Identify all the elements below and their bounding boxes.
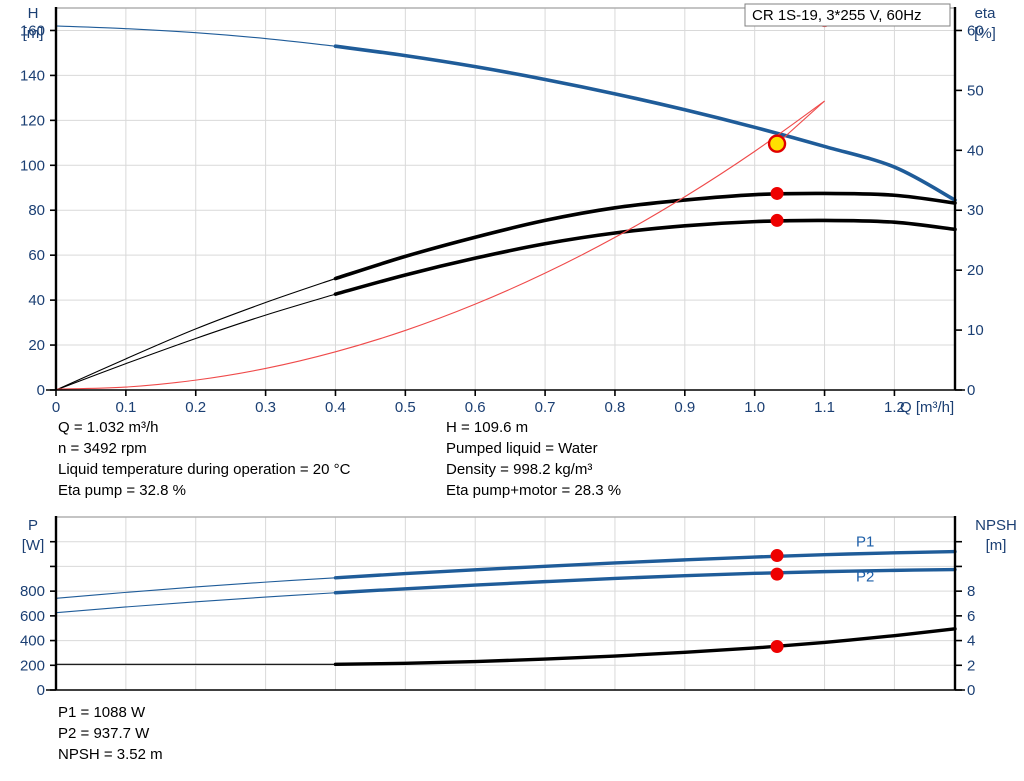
upper-left-tick-label: 140 bbox=[20, 67, 45, 84]
marker-duty-point[interactable] bbox=[767, 134, 787, 153]
upper-y-right-axis-label: eta bbox=[975, 5, 997, 22]
upper-x-tick-label: 1.0 bbox=[744, 399, 765, 416]
upper-x-tick-label: 0.4 bbox=[325, 399, 346, 416]
operating-data-right-line: Eta pump+motor = 28.3 % bbox=[446, 482, 621, 499]
operating-data-left-line: Q = 1.032 m³/h bbox=[58, 419, 158, 436]
lower-right-tick-label: 6 bbox=[967, 608, 975, 625]
curve-head-h- bbox=[333, 44, 957, 202]
lower-series-labels[interactable]: P1 P2 bbox=[856, 534, 874, 586]
lower-right-tick-label: 8 bbox=[967, 583, 975, 600]
title-box-label: CR 1S-19, 3*255 V, 60Hz bbox=[752, 7, 922, 24]
upper-x-tick-label: 0.9 bbox=[674, 399, 695, 416]
upper-x-tick-label: 1.2 bbox=[884, 399, 905, 416]
upper-y-left-axis-label: H bbox=[28, 5, 39, 22]
curve-p1-thin bbox=[55, 577, 336, 599]
operating-data-right-line: H = 109.6 m bbox=[446, 419, 528, 436]
marker-p2-point[interactable] bbox=[770, 567, 784, 581]
curve-p2-thin bbox=[55, 592, 336, 614]
upper-right-tick-label: 20 bbox=[967, 262, 984, 279]
series-label-p2: P2 bbox=[856, 568, 874, 585]
lower-right-tick-label: 2 bbox=[967, 657, 975, 674]
upper-left-tick-label: 40 bbox=[28, 292, 45, 309]
upper-right-tick-label: 50 bbox=[967, 82, 984, 99]
power-data-line: P2 = 937.7 W bbox=[58, 725, 150, 742]
operating-data-right-line: Density = 998.2 kg/m³ bbox=[446, 461, 592, 478]
title-box[interactable]: CR 1S-19, 3*255 V, 60Hz bbox=[744, 3, 951, 27]
lower-left-tick-label: 400 bbox=[20, 633, 45, 650]
upper-x-tick-label: 0.5 bbox=[395, 399, 416, 416]
upper-axes[interactable]: 0 20 40 60 80 100 120 140 160 0 10 20 30 40 50 60 0 0.1 0.… bbox=[20, 5, 996, 416]
lower-left-tick-label: 0 bbox=[37, 682, 45, 699]
power-data-block[interactable]: P1 = 1088 W P2 = 937.7 W NPSH = 3.52 m bbox=[58, 704, 163, 763]
lower-left-tick-label: 600 bbox=[20, 608, 45, 625]
upper-left-tick-label: 160 bbox=[20, 22, 45, 39]
curve-p1 bbox=[333, 549, 957, 580]
operating-data-left-line: Eta pump = 32.8 % bbox=[58, 482, 186, 499]
lower-y-right-axis-label: NPSH bbox=[975, 517, 1017, 534]
upper-x-tick-label: 0.3 bbox=[255, 399, 276, 416]
lower-markers[interactable] bbox=[770, 549, 784, 654]
curve-eta-pump-motor-thin bbox=[55, 293, 336, 391]
lower-curves[interactable] bbox=[55, 549, 957, 666]
series-label-p1: P1 bbox=[856, 534, 874, 551]
lower-right-tick-label: 0 bbox=[967, 682, 975, 699]
lower-right-tick-label: 4 bbox=[967, 633, 975, 650]
upper-x-axis-label: Q [m³/h] bbox=[900, 399, 954, 416]
curve-eta-pump-thin bbox=[55, 278, 336, 391]
lower-axes[interactable]: 0 200 400 600 800 0 2 4 6 8 P [W] NPSH [m] bbox=[20, 516, 1017, 699]
lower-left-tick-label: 200 bbox=[20, 657, 45, 674]
lower-y-right-axis-unit: [m] bbox=[986, 537, 1007, 554]
marker-p1-point[interactable] bbox=[770, 549, 784, 563]
operating-data-left-line: n = 3492 rpm bbox=[58, 440, 147, 457]
upper-right-tick-label: 10 bbox=[967, 322, 984, 339]
operating-data-block[interactable]: Q = 1.032 m³/h n = 3492 rpm Liquid tempera… bbox=[58, 419, 621, 499]
power-data-line: NPSH = 3.52 m bbox=[58, 746, 163, 763]
title-box-frame bbox=[744, 3, 951, 27]
upper-right-tick-label: 60 bbox=[967, 22, 984, 39]
curve-npsh bbox=[333, 627, 957, 666]
upper-left-tick-label: 120 bbox=[20, 112, 45, 129]
power-data-line: P1 = 1088 W bbox=[58, 704, 146, 721]
upper-left-tick-label: 100 bbox=[20, 157, 45, 174]
upper-y-right-axis-unit: [%] bbox=[974, 25, 996, 42]
upper-left-tick-label: 20 bbox=[28, 337, 45, 354]
curve-p2 bbox=[333, 567, 957, 595]
upper-x-tick-label: 0.7 bbox=[535, 399, 556, 416]
upper-right-tick-label: 40 bbox=[967, 142, 984, 159]
upper-y-left-axis-unit: [m] bbox=[23, 25, 44, 42]
upper-x-tick-label: 0 bbox=[52, 399, 60, 416]
curve-eta-pump-motor bbox=[333, 218, 957, 296]
upper-left-tick-label: 60 bbox=[28, 247, 45, 264]
curve-head-h--thin bbox=[55, 25, 336, 47]
lower-left-tick-label: 800 bbox=[20, 583, 45, 600]
upper-curves[interactable] bbox=[55, 25, 957, 391]
system-curve-extension bbox=[776, 100, 825, 145]
upper-right-tick-label: 30 bbox=[967, 202, 984, 219]
operating-data-right-line: Pumped liquid = Water bbox=[446, 440, 598, 457]
lower-y-left-axis-label: P bbox=[28, 517, 38, 534]
upper-x-tick-label: 0.1 bbox=[115, 399, 136, 416]
upper-right-tick-label: 0 bbox=[967, 382, 975, 399]
upper-x-tick-label: 0.6 bbox=[465, 399, 486, 416]
lower-y-left-axis-unit: [W] bbox=[22, 537, 45, 554]
curve-eta-pump bbox=[333, 191, 957, 281]
upper-plot-background bbox=[56, 8, 955, 390]
operating-data-left-line: Liquid temperature during operation = 20… bbox=[58, 461, 351, 478]
upper-x-tick-label: 0.2 bbox=[185, 399, 206, 416]
curve-system-curve bbox=[55, 100, 825, 390]
upper-x-tick-label: 1.1 bbox=[814, 399, 835, 416]
upper-chart[interactable] bbox=[56, 8, 955, 390]
marker-eta-pump-point[interactable] bbox=[770, 186, 784, 200]
marker-eta-pump-motor-point[interactable] bbox=[770, 213, 784, 227]
upper-x-tick-label: 0.8 bbox=[605, 399, 626, 416]
marker-npsh-point[interactable] bbox=[770, 640, 784, 654]
upper-left-tick-label: 80 bbox=[28, 202, 45, 219]
upper-left-tick-label: 0 bbox=[37, 382, 45, 399]
